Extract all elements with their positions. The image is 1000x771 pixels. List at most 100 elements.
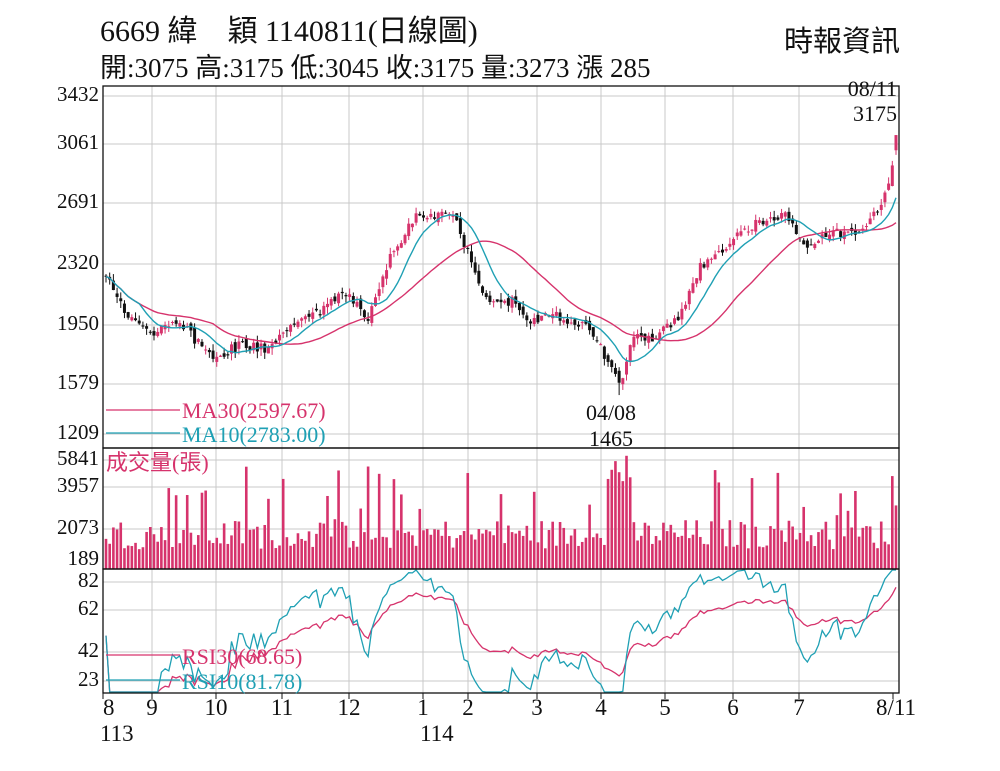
volume-bar: [780, 530, 783, 569]
x-tick-label: 4: [595, 695, 607, 720]
volume-bar: [182, 529, 185, 569]
ma10-legend-label: MA10(2783.00): [182, 422, 326, 447]
volume-bar: [185, 495, 189, 569]
candle-body: [215, 356, 219, 362]
volume-bar: [130, 546, 134, 569]
rsi30-legend-label: RSI30(68.65): [182, 644, 302, 669]
volume-bar: [392, 479, 396, 569]
candle-body: [403, 234, 407, 244]
volume-bar: [831, 549, 835, 569]
candle-body: [621, 378, 625, 385]
candle-body: [226, 354, 230, 356]
candle-body: [266, 346, 270, 354]
candle-body: [695, 278, 699, 284]
candle-body: [632, 336, 636, 348]
candle-body: [816, 240, 820, 243]
candle-body: [429, 213, 433, 217]
volume-bar: [891, 476, 894, 569]
volume-bar: [466, 473, 470, 569]
volume-bar: [337, 470, 340, 569]
volume-bar: [625, 455, 628, 569]
candle-body: [281, 332, 285, 334]
volume-bar: [665, 531, 669, 569]
volume-bar: [248, 529, 252, 569]
volume-bar: [547, 530, 551, 569]
volume-bar: [562, 527, 566, 569]
volume-bar: [857, 536, 861, 569]
volume-bar: [462, 531, 466, 569]
volume-tick-label: 2073: [57, 515, 99, 539]
candle-body: [466, 247, 470, 249]
candle-body: [263, 343, 267, 353]
candle-body: [119, 298, 123, 302]
volume-bar: [230, 535, 233, 569]
candle-body: [562, 320, 566, 323]
volume-bar: [425, 528, 429, 569]
ma10-line: [105, 197, 897, 363]
candle-body: [606, 355, 610, 362]
candle-body: [322, 305, 326, 315]
volume-bar: [148, 527, 152, 569]
candle-body: [359, 298, 363, 310]
volume-bar: [307, 531, 311, 569]
candle-body: [237, 341, 241, 349]
candle-body: [577, 324, 581, 327]
candle-body: [750, 229, 754, 231]
candle-body: [492, 301, 496, 303]
candle-body: [329, 299, 333, 306]
volume-bar: [632, 522, 636, 569]
ohlc-summary: 開:3075 高:3175 低:3045 收:3175 量:3273 漲 285: [100, 53, 651, 83]
volume-bar: [340, 521, 344, 569]
volume-bar: [536, 542, 540, 569]
candle-body: [337, 293, 341, 304]
candle-body: [392, 251, 396, 253]
volume-bar: [732, 546, 735, 569]
candle-body: [340, 291, 344, 294]
x-tick-label: 6: [727, 695, 739, 720]
candle-body: [698, 262, 702, 281]
candle-body: [506, 298, 510, 306]
volume-bar: [566, 543, 569, 569]
year-label: 114: [420, 721, 454, 746]
volume-bar: [518, 530, 521, 569]
volume-bar: [802, 506, 806, 569]
candle-body: [580, 322, 584, 324]
candle-body: [842, 231, 846, 239]
volume-bar: [769, 526, 772, 569]
rsi-lines: [105, 569, 897, 694]
volume-bar: [883, 541, 887, 569]
volume-bar: [145, 531, 148, 569]
volume-bar: [843, 536, 846, 569]
volume-bar: [222, 523, 226, 569]
volume-bar: [252, 529, 255, 569]
volume-bar: [595, 533, 599, 569]
candle-body: [314, 308, 318, 311]
volume-bar: [706, 544, 710, 569]
volume-bar: [503, 543, 506, 569]
volume-bar: [835, 515, 839, 569]
volume-bar: [543, 548, 547, 569]
volume-bar: [119, 522, 123, 569]
candle-body: [625, 361, 629, 375]
volume-bar: [436, 529, 440, 569]
volume-bar: [355, 546, 359, 569]
candle-body: [521, 306, 525, 315]
volume-bar: [499, 494, 503, 569]
candle-body: [864, 226, 868, 228]
volume-bar: [699, 536, 702, 569]
price-tick-label: 1209: [57, 420, 99, 444]
volume-bar: [440, 535, 444, 569]
candle-body: [355, 301, 359, 307]
volume-bar: [591, 537, 595, 569]
volume-bar: [385, 537, 388, 569]
volume-bar: [315, 533, 318, 569]
volume-bar: [824, 521, 828, 569]
candle-body: [325, 303, 329, 308]
volume-bar: [433, 529, 436, 569]
volume-bar: [617, 472, 621, 569]
candle-body: [410, 223, 414, 228]
volume-bar: [488, 531, 492, 569]
volume-bar: [348, 547, 351, 569]
volume-bar: [108, 543, 111, 569]
volume-bar: [702, 543, 706, 569]
